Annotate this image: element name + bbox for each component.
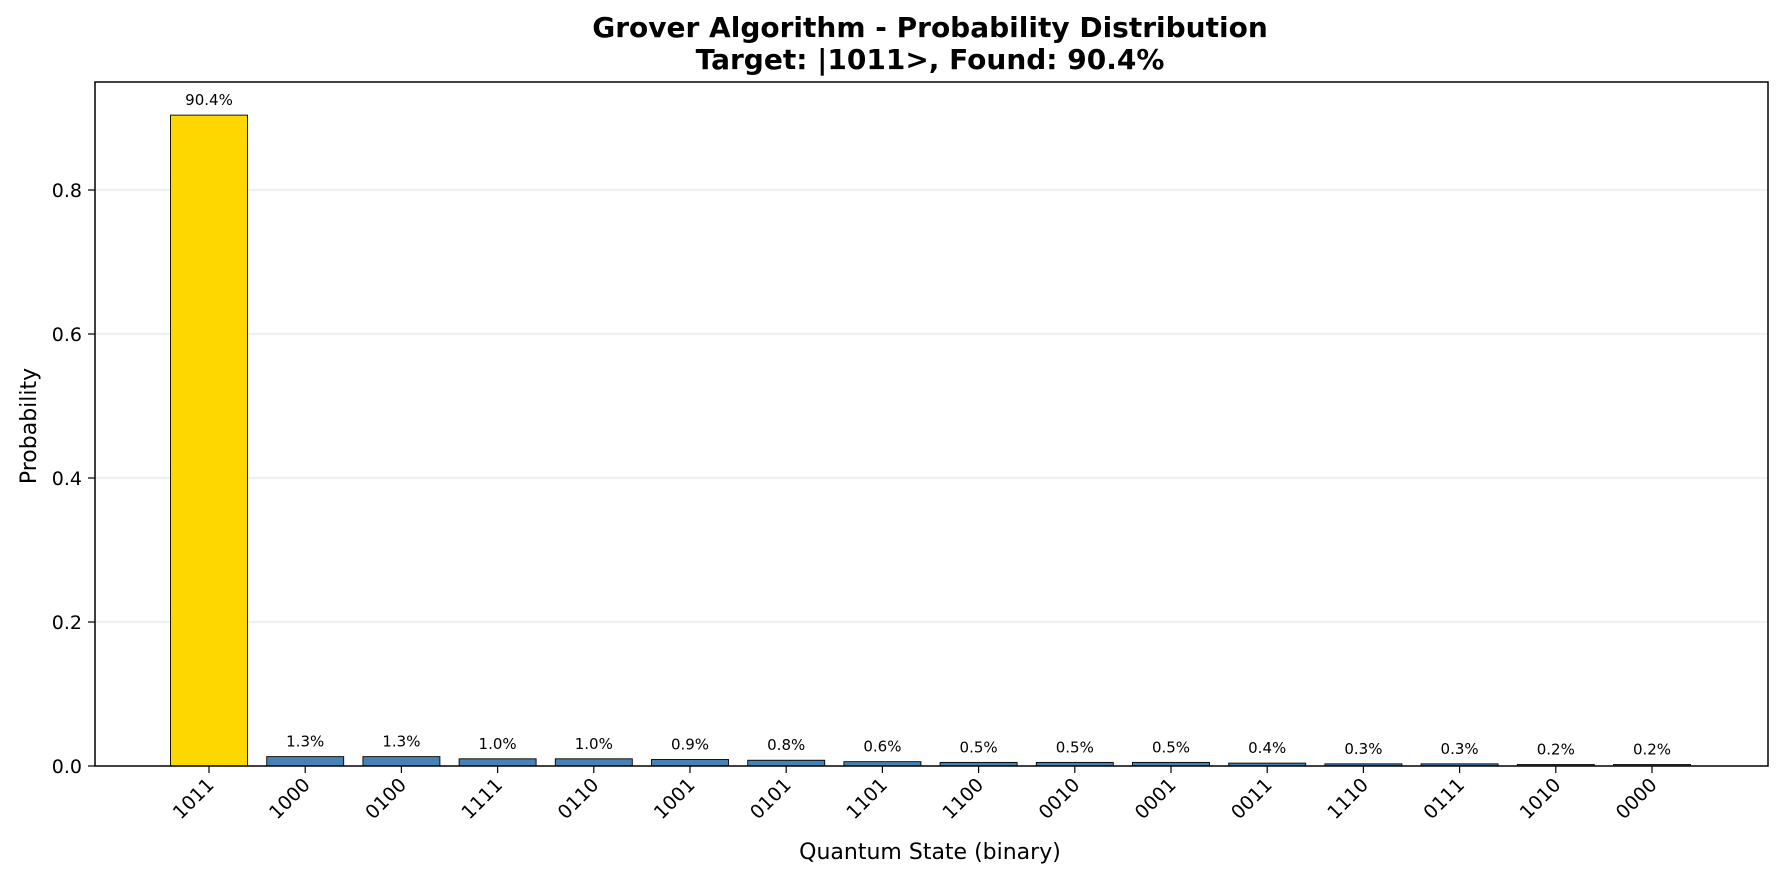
x-tick-label-0010: 0010: [1035, 774, 1085, 824]
data-label-1001: 0.9%: [671, 736, 709, 754]
x-tick-label-1000: 1000: [265, 774, 315, 824]
y-tick-label: 0.8: [52, 180, 82, 202]
data-labels: 90.4% 1.3% 1.3% 1.0% 1.0% 0.9% 0.8% 0.6% 0.5% 0.5…: [185, 91, 1671, 758]
data-label-0010: 0.5%: [1056, 738, 1094, 756]
y-tick-label: 0.0: [52, 756, 82, 778]
bar-1001: [651, 759, 729, 767]
x-tick-label-0011: 0011: [1227, 774, 1277, 824]
gridlines: [95, 189, 1768, 623]
data-label-1111: 1.0%: [479, 735, 517, 753]
x-tick-label-1111: 1111: [457, 774, 507, 824]
x-tick-label-0111: 0111: [1419, 774, 1469, 824]
data-label-1100: 0.5%: [960, 738, 998, 756]
data-label-0100: 1.3%: [382, 733, 420, 751]
data-label-0110: 1.0%: [575, 735, 613, 753]
data-label-1110: 0.3%: [1344, 740, 1382, 758]
y-tick-label: 0.6: [52, 324, 82, 346]
data-label-0111: 0.3%: [1441, 740, 1479, 758]
data-label-1101: 0.6%: [863, 738, 901, 756]
x-axis-label: Quantum State (binary): [799, 840, 1061, 865]
chart-title: Grover Algorithm - Probability Distribut…: [592, 11, 1268, 44]
x-tick-label-1100: 1100: [938, 774, 988, 824]
x-tick-label-1011: 1011: [169, 774, 219, 824]
bar-1011: [170, 114, 248, 767]
bar-1111: [458, 758, 537, 767]
x-tick-label-1101: 1101: [842, 774, 892, 824]
data-label-0000: 0.2%: [1633, 741, 1671, 759]
y-tick-label: 0.2: [52, 612, 82, 634]
y-axis-label: Probability: [17, 368, 42, 484]
data-label-0101: 0.8%: [767, 736, 805, 754]
x-tick-label-0110: 0110: [554, 774, 604, 824]
y-tick-label: 0.4: [52, 468, 82, 490]
bar-1000: [266, 756, 345, 767]
x-tick-label-0100: 0100: [361, 774, 411, 824]
bar-0101: [747, 759, 826, 767]
x-tick-label-1001: 1001: [650, 774, 700, 824]
chart-subtitle: Target: |1011>, Found: 90.4%: [696, 43, 1165, 76]
data-label-1011: 90.4%: [185, 91, 233, 109]
x-tick-label-0101: 0101: [746, 774, 796, 824]
x-axis-ticks: 1011 1000 0100 1111 0110 1001 0101 1101 1100 0010…: [169, 766, 1662, 824]
data-label-0011: 0.4%: [1248, 739, 1286, 757]
bar-0110: [554, 758, 633, 767]
data-label-1010: 0.2%: [1537, 741, 1575, 759]
plot-area-frame: [94, 81, 1769, 767]
data-label-0001: 0.5%: [1152, 738, 1190, 756]
bars: [170, 114, 1691, 767]
x-tick-label-1110: 1110: [1323, 774, 1373, 824]
bar-0100: [362, 756, 441, 767]
x-tick-label-0000: 0000: [1612, 774, 1662, 824]
x-tick-label-1010: 1010: [1516, 774, 1566, 824]
y-axis-ticks: 0.0 0.2 0.4 0.6 0.8: [52, 180, 95, 778]
data-label-1000: 1.3%: [286, 733, 324, 751]
x-tick-label-0001: 0001: [1131, 774, 1181, 824]
